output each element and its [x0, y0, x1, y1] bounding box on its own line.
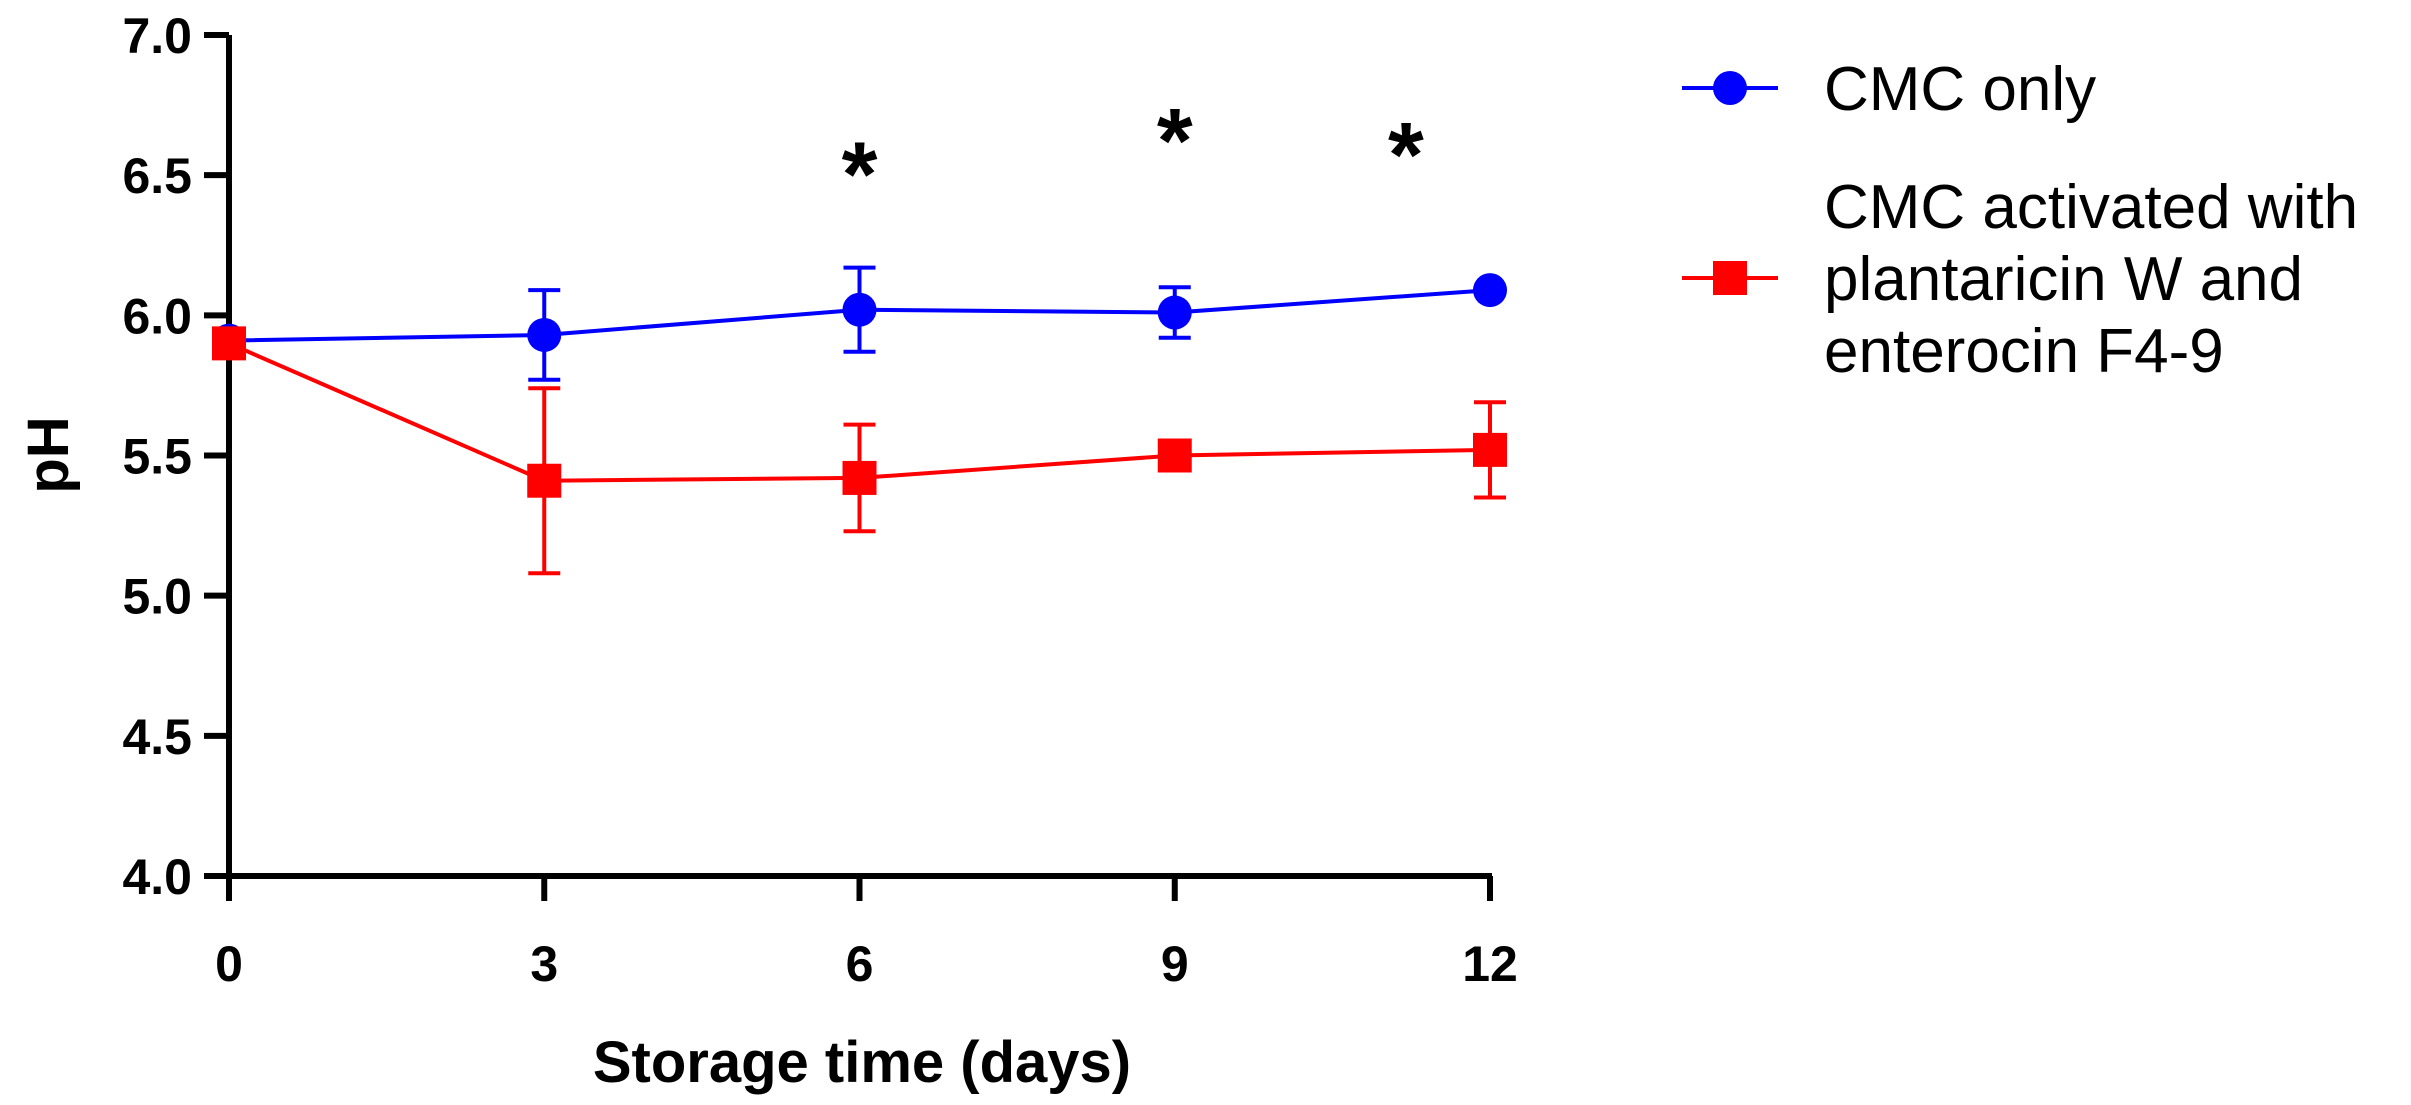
significance-star: * [1157, 91, 1193, 193]
x-axis-title: Storage time (days) [593, 1030, 1131, 1095]
series-1 [212, 265, 1507, 382]
y-tick-label: 5.5 [122, 429, 192, 485]
legend-label: enterocin F4-9 [1824, 317, 2224, 386]
annotations: * * * [842, 91, 1424, 227]
series-2 [212, 326, 1507, 576]
data-point [1473, 432, 1507, 467]
x-tick-label: 6 [846, 936, 874, 992]
x-tick-label: 3 [530, 936, 558, 992]
y-tick-label: 6.5 [122, 148, 192, 204]
y-tick-label: 7.0 [122, 8, 192, 64]
y-tick-label: 4.0 [122, 849, 192, 905]
data-point [527, 463, 562, 498]
y-tick-label: 6.0 [122, 288, 192, 344]
legend-marker [1713, 71, 1747, 105]
legend-label: CMC only [1824, 55, 2096, 124]
significance-star: * [842, 124, 878, 226]
data-point [212, 326, 246, 361]
y-tick-label: 4.5 [122, 709, 192, 765]
data-point [1473, 273, 1507, 308]
x-tick-label: 12 [1462, 936, 1518, 992]
y-tick-label: 5.0 [122, 569, 192, 625]
data-point [842, 292, 877, 327]
legend-label: CMC activated with [1824, 173, 2358, 242]
series [212, 265, 1507, 576]
data-point [842, 460, 877, 495]
x-tick-label: 0 [215, 936, 243, 992]
y-axis-title: pH [16, 416, 81, 493]
legend-marker [1713, 261, 1747, 295]
legend-item-1: CMC only [1682, 55, 2096, 124]
x-tick-label: 9 [1161, 936, 1189, 992]
legend-label: plantaricin W and [1824, 245, 2303, 314]
data-point [527, 317, 562, 352]
ticks: 4.0 4.5 5.0 5.5 6.0 6.5 7.0 0 3 6 9 12 [122, 8, 1517, 992]
significance-star: * [1388, 105, 1424, 207]
data-point [1157, 295, 1192, 330]
data-point [1157, 438, 1192, 473]
